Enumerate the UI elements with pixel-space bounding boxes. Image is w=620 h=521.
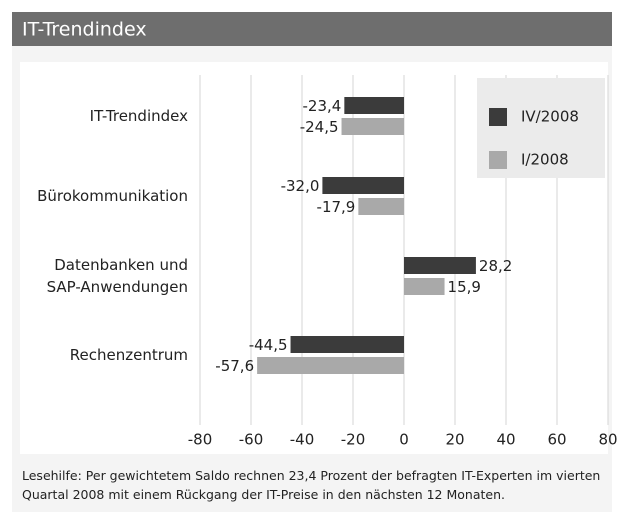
value-label: -32,0 [281, 177, 320, 195]
x-tick-label: -40 [290, 431, 315, 449]
chart-title: IT-Trendindex [22, 19, 147, 41]
bar [358, 198, 404, 215]
value-label: -57,6 [215, 357, 254, 375]
bar [290, 336, 404, 353]
x-tick-label: 40 [496, 431, 515, 449]
x-tick-label: -80 [188, 431, 213, 449]
legend-swatch [489, 108, 507, 126]
bar [341, 118, 404, 135]
bar [257, 357, 404, 374]
legend-label: I/2008 [521, 151, 569, 169]
x-tick-label: 20 [445, 431, 464, 449]
header [12, 12, 612, 46]
category-label: Datenbanken und SAP-Anwendungen [46, 256, 188, 296]
bar [344, 97, 404, 114]
value-label: -24,5 [300, 118, 339, 136]
x-tick-label: 60 [547, 431, 566, 449]
bar [404, 278, 445, 295]
legend-swatch [489, 151, 507, 169]
legend-label: IV/2008 [521, 108, 579, 126]
footnote: Lesehilfe: Per gewichtetem Saldo rechnen… [22, 468, 601, 502]
bar [322, 177, 404, 194]
category-label: IT-Trendindex [89, 107, 188, 125]
value-label: 15,9 [448, 278, 481, 296]
category-label: Rechenzentrum [69, 346, 188, 364]
value-label: 28,2 [479, 257, 512, 275]
x-tick-label: -60 [239, 431, 264, 449]
x-tick-label: 80 [598, 431, 617, 449]
bar [404, 257, 476, 274]
value-label: -17,9 [317, 198, 356, 216]
x-tick-label: 0 [399, 431, 409, 449]
value-label: -23,4 [303, 97, 342, 115]
category-label: Bürokommunikation [37, 187, 188, 205]
value-label: -44,5 [249, 336, 288, 354]
x-tick-label: -20 [341, 431, 366, 449]
